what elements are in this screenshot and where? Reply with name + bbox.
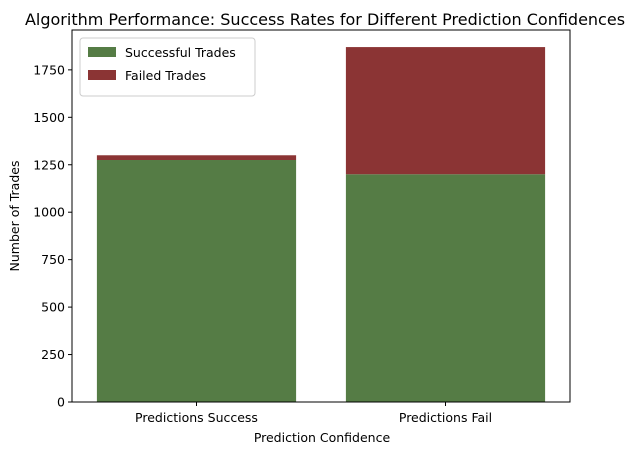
legend-swatch-failed-trades: [88, 70, 116, 80]
y-axis: 0 250 500 750 1000 1250 1500 1750: [33, 62, 72, 410]
plot-frame: [71, 29, 571, 403]
y-tick-label: 750: [41, 252, 65, 267]
x-tick-label: Predictions Fail: [399, 410, 492, 425]
legend-swatch-successful-trades: [88, 47, 116, 57]
y-tick-label: 0: [57, 395, 65, 410]
y-tick-label: 1750: [33, 62, 65, 77]
legend-label-failed-trades: Failed Trades: [125, 68, 206, 83]
y-axis-label: Number of Trades: [7, 161, 22, 272]
y-tick-label: 500: [41, 300, 65, 315]
legend-box: [79, 37, 256, 97]
legend-label-successful-trades: Successful Trades: [125, 45, 236, 60]
y-tick-label: 250: [41, 347, 65, 362]
bar-successful-trades-predictions-fail: [345, 174, 546, 402]
x-axis: Predictions Success Predictions Fail: [135, 402, 492, 425]
x-axis-label: Prediction Confidence: [254, 430, 391, 445]
bar-failed-trades-predictions-fail: [345, 47, 546, 175]
bar-successful-trades-predictions-success: [96, 160, 297, 402]
y-tick-label: 1500: [33, 110, 65, 125]
x-tick-label: Predictions Success: [135, 410, 258, 425]
bar-failed-trades-predictions-success: [96, 155, 297, 161]
y-tick-label: 1250: [33, 157, 65, 172]
y-tick-label: 1000: [33, 205, 65, 220]
chart-title: Algorithm Performance: Success Rates for…: [25, 10, 625, 29]
bars-group: [96, 47, 546, 402]
legend: Successful Trades Failed Trades: [79, 37, 256, 97]
